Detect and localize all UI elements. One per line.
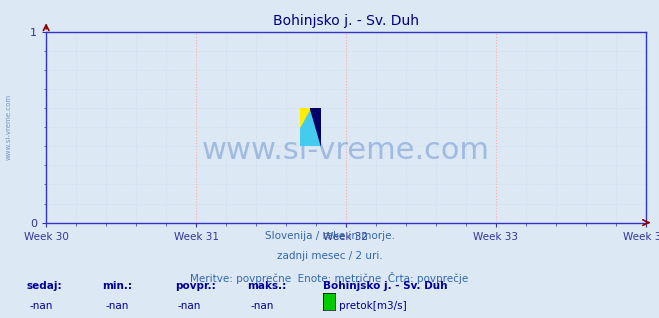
Title: Bohinjsko j. - Sv. Duh: Bohinjsko j. - Sv. Duh [273,14,419,28]
Text: -nan: -nan [250,301,273,310]
Text: -nan: -nan [30,301,53,310]
Text: sedaj:: sedaj: [26,281,62,291]
Text: povpr.:: povpr.: [175,281,215,291]
Text: Slovenija / reke in morje.: Slovenija / reke in morje. [264,231,395,240]
Text: -nan: -nan [105,301,129,310]
Text: www.si-vreme.com: www.si-vreme.com [5,94,12,160]
Text: min.:: min.: [102,281,132,291]
Text: maks.:: maks.: [247,281,287,291]
Text: -nan: -nan [178,301,201,310]
Text: zadnji mesec / 2 uri.: zadnji mesec / 2 uri. [277,251,382,261]
Text: Meritve: povprečne  Enote: metrične  Črta: povprečje: Meritve: povprečne Enote: metrične Črta:… [190,272,469,284]
Polygon shape [300,108,310,127]
Polygon shape [300,108,321,146]
Text: Bohinjsko j. - Sv. Duh: Bohinjsko j. - Sv. Duh [323,281,447,291]
Text: pretok[m3/s]: pretok[m3/s] [339,301,407,310]
Text: www.si-vreme.com: www.si-vreme.com [202,135,490,165]
Polygon shape [310,108,321,146]
